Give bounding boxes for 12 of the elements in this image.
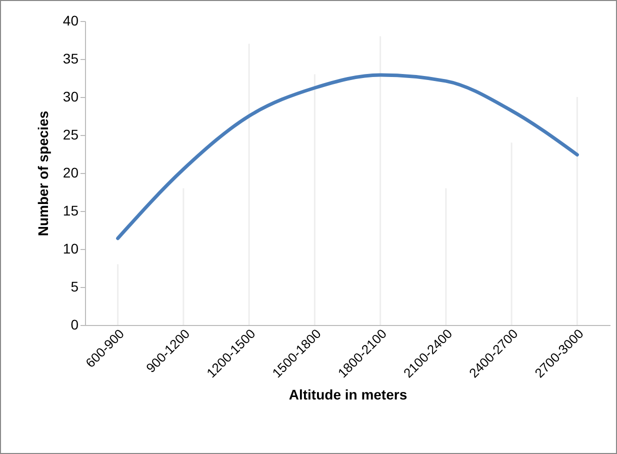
y-axis-title: Number of species <box>34 110 51 236</box>
y-tick-label: 30 <box>62 88 79 104</box>
y-tick-label: 5 <box>70 278 79 294</box>
y-tick-label: 10 <box>62 240 79 256</box>
y-tick-label: 20 <box>62 164 79 180</box>
line-series <box>116 73 579 240</box>
y-tick-label: 40 <box>62 12 79 28</box>
y-tick-label: 15 <box>62 202 79 218</box>
y-tick-label: 25 <box>62 126 79 142</box>
x-axis-title: Altitude in meters <box>288 386 408 403</box>
y-tick-label: 35 <box>62 50 79 66</box>
y-tick-label: 0 <box>70 316 79 332</box>
